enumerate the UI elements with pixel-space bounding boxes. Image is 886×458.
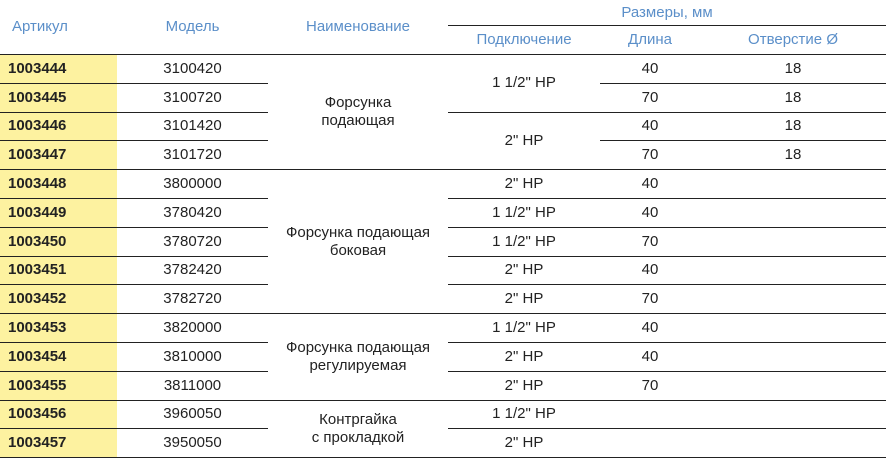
article-cell: 1003449 [0,198,117,228]
length-cell: 70 [600,83,700,113]
length-cell: 70 [600,140,700,171]
length-cell: 70 [600,284,700,315]
connection-cell: 1 1/2" HP [448,198,600,228]
hole-cell [700,313,886,343]
article-cell: 1003446 [0,112,117,142]
hole-cell [700,428,886,458]
connection-cell: 2" HP [448,256,600,286]
article-cell: 1003447 [0,140,117,171]
article-cell: 1003448 [0,169,117,199]
connection-cell: 2" HP [448,371,600,401]
hole-cell [700,169,886,199]
table-row: 1003455 3811000 2" HP 70 [0,371,886,401]
model-cell: 3782420 [117,256,268,286]
model-cell: 3811000 [117,371,268,401]
table-row: 1003445 3100720 70 18 [0,83,886,113]
length-cell [600,428,700,458]
table-row: 1003446 3101420 2" HP 40 18 [0,112,886,171]
length-cell: 40 [600,256,700,286]
product-name-cell: Контргайка с прокладкой [268,400,448,458]
model-cell: 3780420 [117,198,268,228]
length-cell [600,400,700,430]
header-sizes: Размеры, мм [448,0,886,26]
model-cell: 3950050 [117,428,268,458]
length-cell: 70 [600,227,700,257]
table-row: 1003453 3820000 Форсунка подающая регулиру… [0,313,886,401]
model-cell: 3960050 [117,400,268,430]
product-name-cell: Форсунка подающая боковая [268,169,448,315]
table-row: 1003451 3782420 2" HP 40 [0,256,886,286]
product-name-cell: Форсунка подающая [268,54,448,171]
length-cell: 40 [600,198,700,228]
article-cell: 1003445 [0,83,117,113]
header-hole: Отверстие Ø [700,25,886,55]
hole-cell [700,400,886,430]
hole-cell [700,227,886,257]
table-row: 1003449 3780420 1 1/2" HP 40 [0,198,886,228]
hole-cell: 18 [700,112,886,142]
table-row: 1003450 3780720 1 1/2" HP 70 [0,227,886,257]
length-cell: 40 [600,313,700,343]
hole-cell [700,198,886,228]
product-name-cell: Форсунка подающая регулируемая [268,313,448,401]
hole-cell: 18 [700,54,886,84]
hole-cell [700,256,886,286]
connection-cell: 2" HP [448,112,600,171]
article-cell: 1003454 [0,342,117,372]
connection-cell: 2" HP [448,169,600,199]
article-cell: 1003453 [0,313,117,343]
connection-cell: 2" HP [448,284,600,315]
table-row: 1003456 3960050 Контргайка с прокладкой 1 1… [0,400,886,458]
table-row: 1003452 3782720 2" HP 70 [0,284,886,315]
hole-cell [700,342,886,372]
header-name: Наименование [268,0,448,55]
table-row: 1003457 3950050 2" HP [0,428,886,458]
model-cell: 3810000 [117,342,268,372]
length-cell: 40 [600,342,700,372]
model-cell: 3782720 [117,284,268,315]
model-cell: 3101720 [117,140,268,171]
connection-cell: 1 1/2" HP [448,54,600,113]
hole-cell: 18 [700,140,886,171]
article-cell: 1003450 [0,227,117,257]
model-cell: 3780720 [117,227,268,257]
model-cell: 3101420 [117,112,268,142]
model-cell: 3800000 [117,169,268,199]
length-cell: 40 [600,112,700,142]
article-cell: 1003457 [0,428,117,458]
length-cell: 70 [600,371,700,401]
header-length: Длина [600,25,700,55]
model-cell: 3820000 [117,313,268,343]
article-cell: 1003452 [0,284,117,315]
table-row: 1003444 3100420 Форсунка подающая 1 1/2" HP… [0,54,886,171]
table-row: 1003448 3800000 Форсунка подающая боковая 2… [0,169,886,315]
article-cell: 1003455 [0,371,117,401]
hole-cell [700,371,886,401]
model-cell: 3100720 [117,83,268,113]
length-cell: 40 [600,54,700,84]
hole-cell [700,284,886,315]
model-cell: 3100420 [117,54,268,84]
connection-cell: 1 1/2" HP [448,227,600,257]
header-model: Модель [117,0,268,55]
table-row: 1003454 3810000 2" HP 40 [0,342,886,372]
connection-cell: 2" HP [448,342,600,372]
length-cell: 40 [600,169,700,199]
article-cell: 1003456 [0,400,117,430]
hole-cell: 18 [700,83,886,113]
connection-cell: 1 1/2" HP [448,400,600,430]
article-cell: 1003451 [0,256,117,286]
connection-cell: 2" HP [448,428,600,458]
table-row: 1003447 3101720 70 18 [0,140,886,171]
header-article: Артикул [0,0,117,55]
connection-cell: 1 1/2" HP [448,313,600,343]
article-cell: 1003444 [0,54,117,84]
header-connection: Подключение [448,25,600,55]
